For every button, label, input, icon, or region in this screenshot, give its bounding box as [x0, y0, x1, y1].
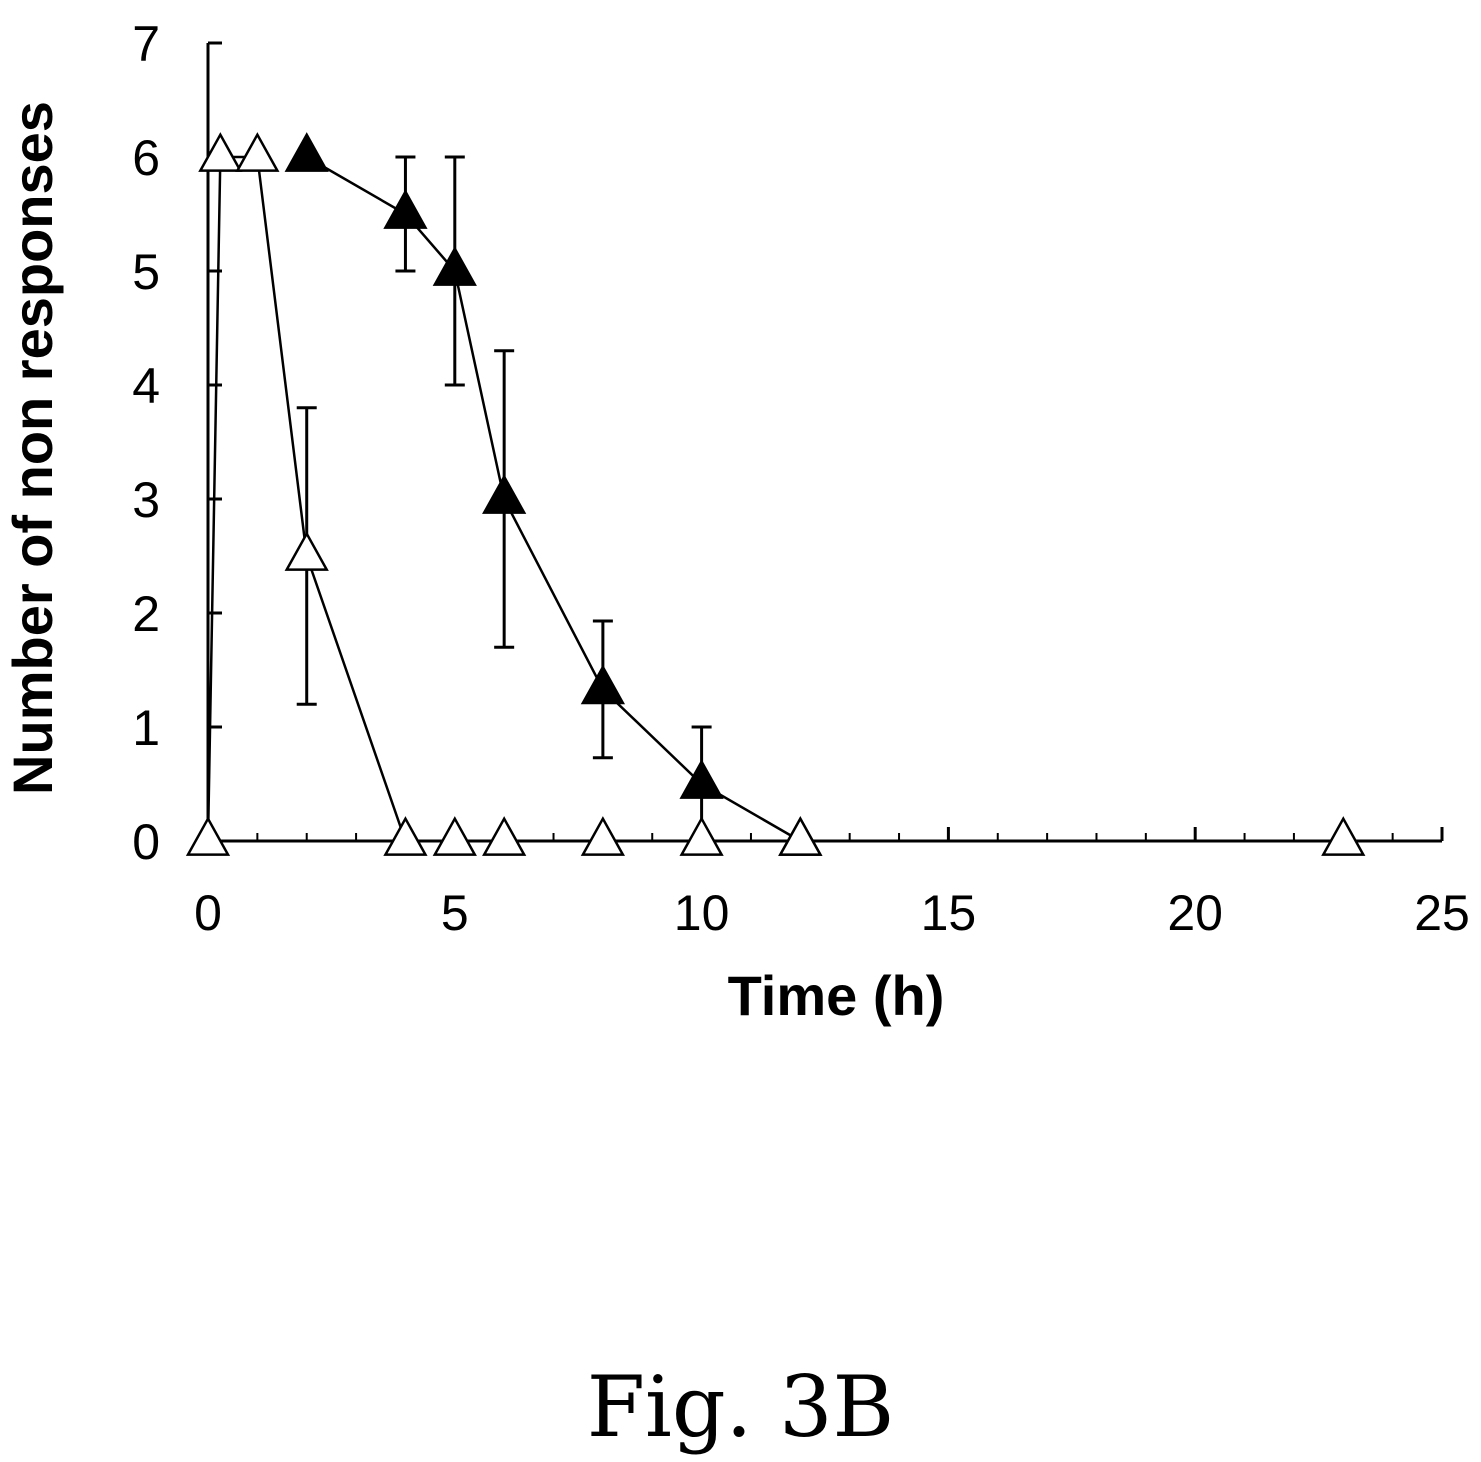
open-triangle-marker	[1321, 816, 1366, 856]
open-triangle-marker	[580, 816, 626, 856]
filled-triangle-marker	[679, 759, 724, 799]
open-triangle-marker	[284, 531, 329, 571]
y-tick-label: 2	[132, 586, 160, 642]
open-triangle-marker	[778, 816, 823, 856]
x-tick-label: 20	[1167, 885, 1223, 941]
x-tick-label: 25	[1414, 885, 1470, 941]
filled-triangle-marker	[432, 246, 477, 286]
y-axis-title: Number of non responses	[1, 101, 64, 795]
axes	[206, 43, 1442, 843]
y-tick-label: 3	[132, 472, 160, 528]
series-filled	[284, 132, 823, 856]
x-tick-label: 5	[441, 885, 469, 941]
open-triangle-marker	[235, 132, 280, 172]
y-tick-label: 5	[132, 244, 160, 300]
open-triangle-marker	[679, 816, 724, 856]
y-tick-label: 1	[132, 700, 160, 756]
x-axis-title: Time (h)	[728, 964, 945, 1027]
open-triangle-marker	[185, 816, 231, 856]
y-tick-label: 0	[132, 814, 160, 870]
y-tick-label: 4	[132, 358, 160, 414]
x-tick-label: 0	[194, 885, 222, 941]
open-triangle-marker	[198, 132, 243, 172]
x-tick-label: 10	[674, 885, 730, 941]
open-triangle-marker	[482, 816, 527, 856]
series-open	[185, 132, 1366, 856]
y-tick-label: 6	[132, 130, 160, 186]
x-tick-label: 15	[921, 885, 977, 941]
y-tick-label: 7	[132, 16, 160, 72]
filled-triangle-marker	[580, 664, 626, 705]
open-triangle-marker	[432, 816, 477, 856]
series-layer	[185, 132, 1366, 856]
open-triangle-marker	[383, 816, 428, 856]
series-line	[306, 155, 801, 843]
filled-triangle-marker	[482, 474, 527, 514]
ticks: 0 5 10 15 20 25 0 1 2 3 4 5 6 7	[132, 16, 1470, 941]
series-line	[206, 155, 1344, 843]
filled-triangle-marker	[284, 132, 329, 172]
filled-triangle-marker	[383, 189, 428, 229]
figure-caption: Fig. 3B	[586, 1358, 895, 1456]
chart: 0 5 10 15 20 25 0 1 2 3 4 5 6 7 Time (h) Number of no…	[1, 16, 1470, 1027]
